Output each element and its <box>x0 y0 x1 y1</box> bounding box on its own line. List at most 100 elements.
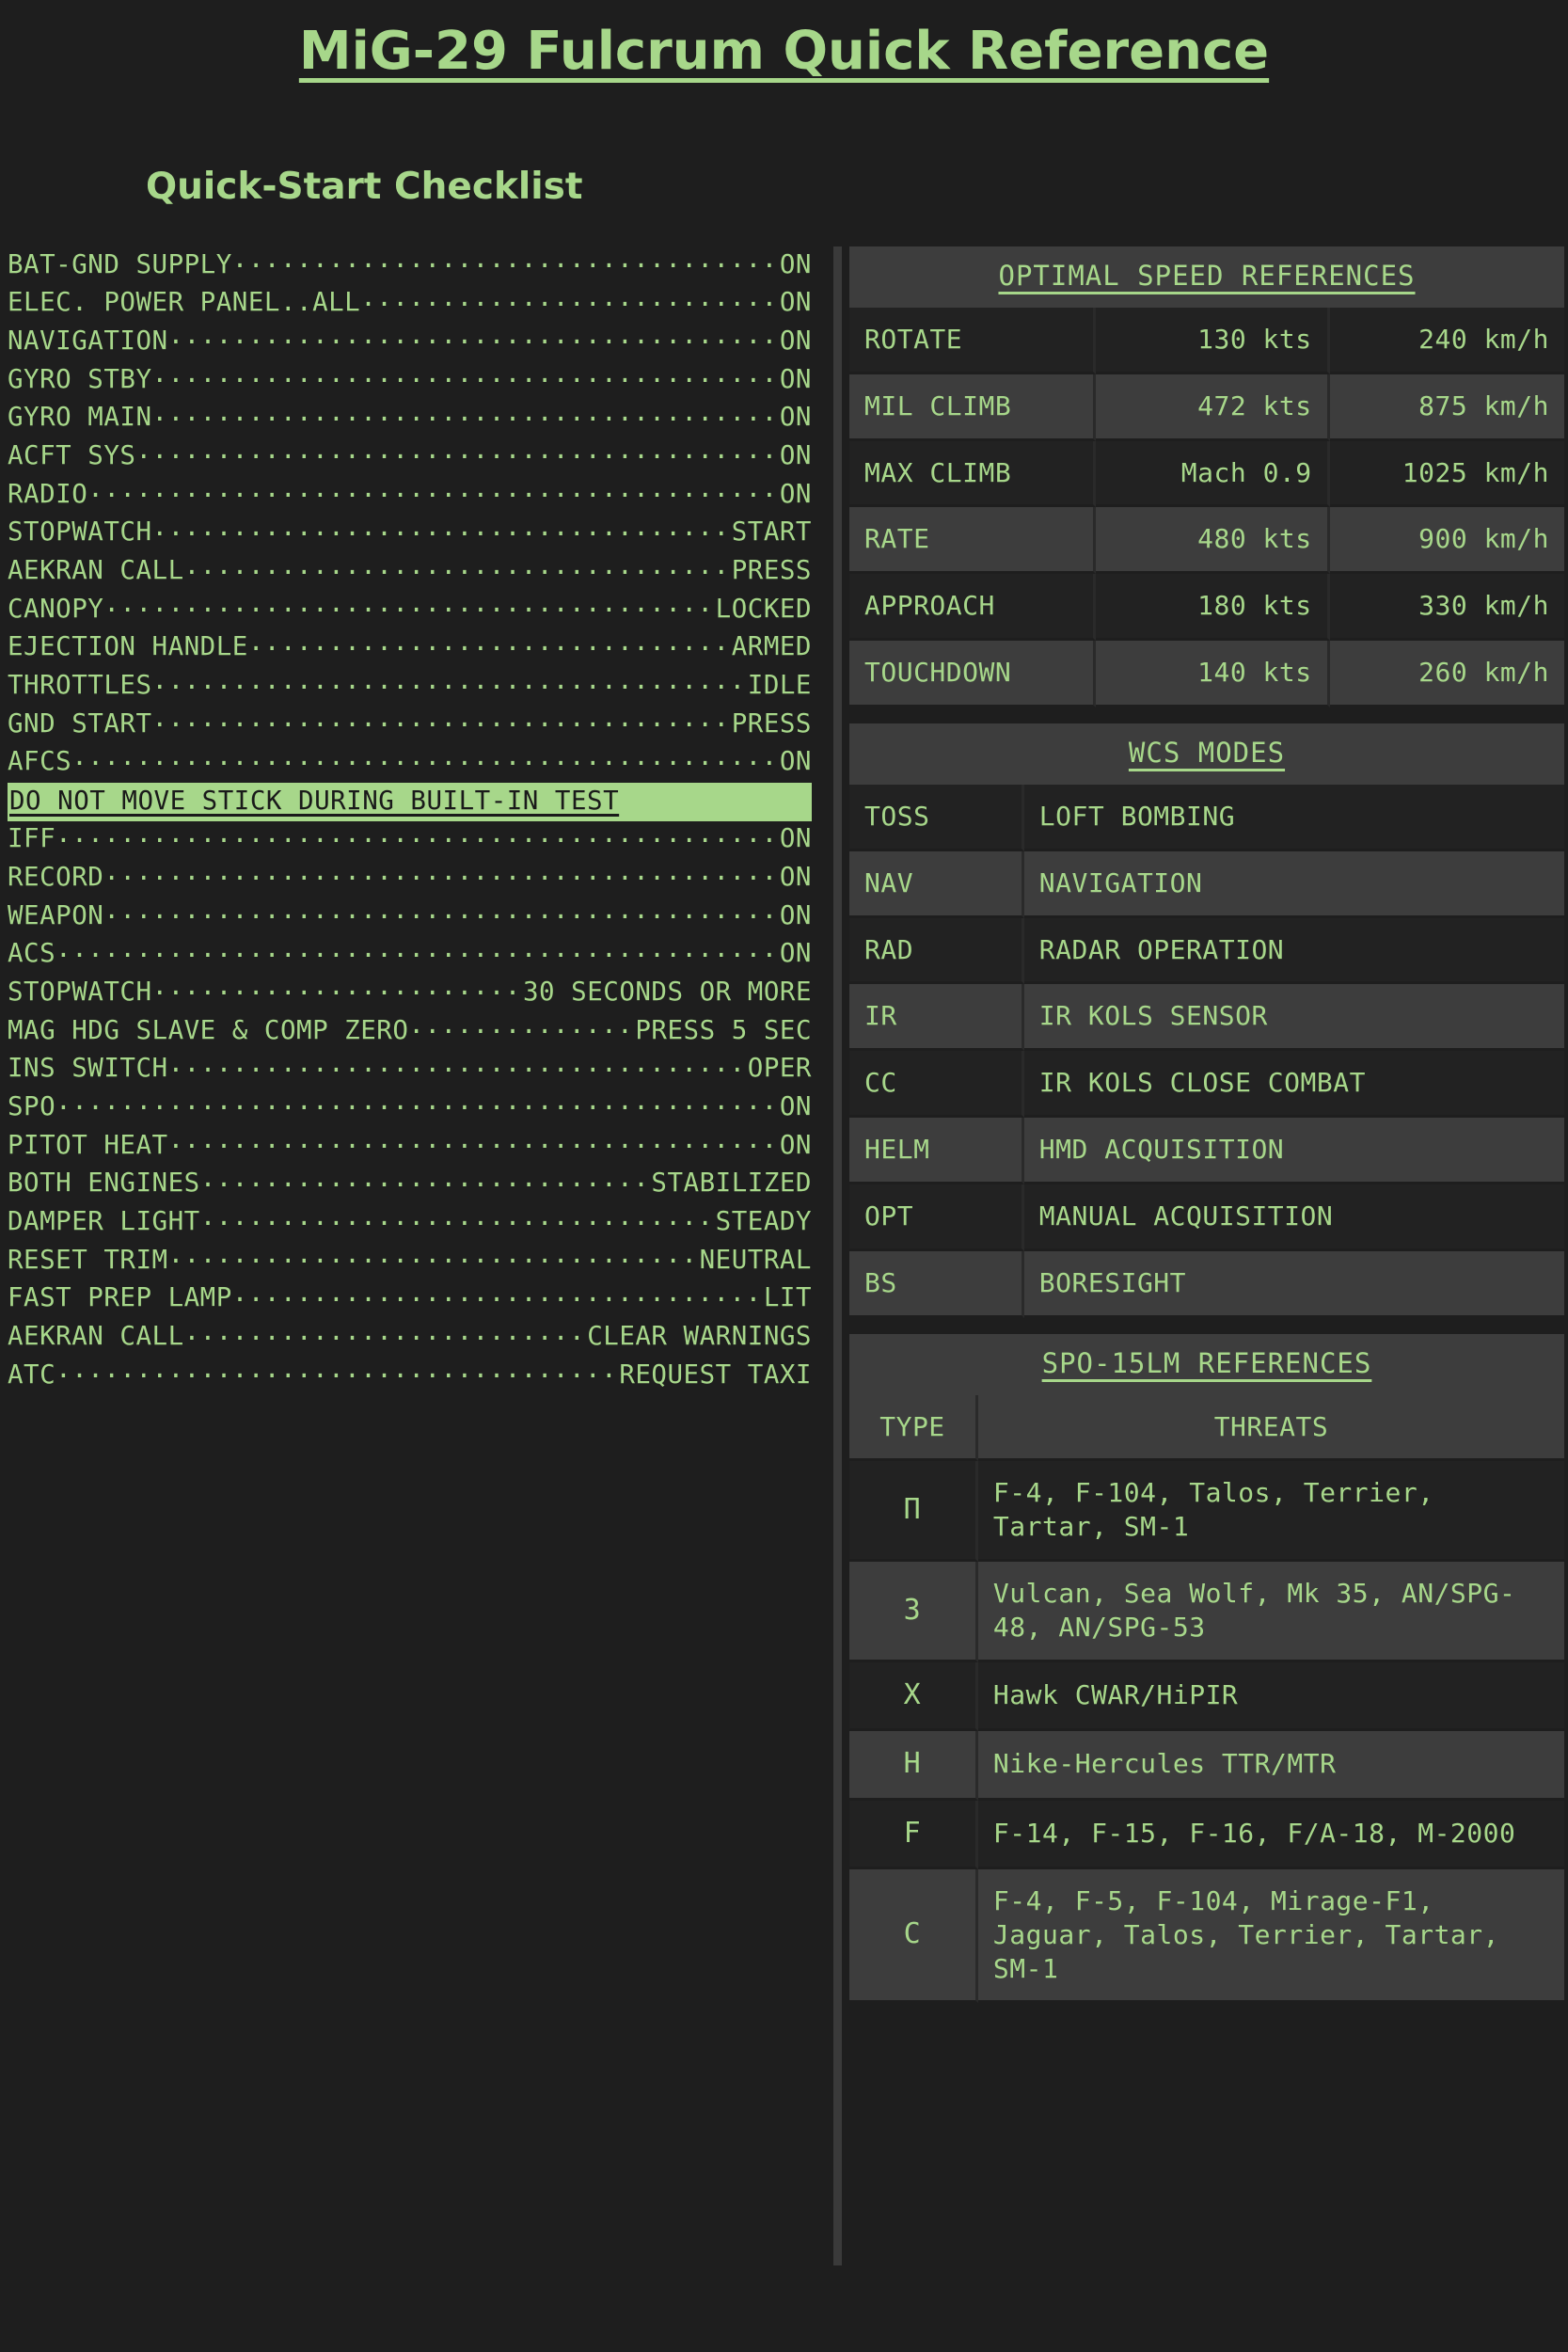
spo-threats-header: THREATS <box>977 1394 1564 1462</box>
speed-imperial-cell: 472 kts <box>1096 373 1330 441</box>
checklist-row: THROTTLES IDLE <box>8 668 812 707</box>
checklist-leader-dots <box>152 706 732 732</box>
checklist-item-value: IDLE <box>747 670 812 701</box>
checklist-leader-dots <box>232 246 780 273</box>
wcs-mode-cell: TOSS <box>849 784 1024 851</box>
checklist-item-value: LIT <box>763 1282 812 1313</box>
column-divider <box>833 246 842 2265</box>
checklist-row: PITOT HEAT ON <box>8 1127 812 1166</box>
checklist-leader-dots <box>200 1204 716 1231</box>
checklist-item-value: REQUEST TAXI <box>619 1359 812 1390</box>
wcs-description-cell: BORESIGHT <box>1023 1250 1564 1318</box>
checklist-leader-dots <box>168 1127 780 1153</box>
spo-reference-panel: SPO-15LM REFERENCES TYPE THREATS П F-4, F-1… <box>849 1333 1564 2004</box>
checklist-row: DAMPER LIGHT STEADY <box>8 1204 812 1243</box>
checklist-item-label: BOTH ENGINES <box>8 1168 200 1199</box>
spo-threats-cell: Nike-Hercules TTR/MTR <box>977 1731 1564 1801</box>
speed-reference-panel: OPTIMAL SPEED REFERENCES ROTATE 130 kts 24… <box>849 246 1564 707</box>
spo-type-cell: X <box>849 1661 978 1732</box>
spo-type-cell: H <box>849 1731 978 1801</box>
speed-phase-cell: RATE <box>849 507 1097 575</box>
checklist-item-label: IFF <box>8 823 56 854</box>
checklist-row: STOPWATCH 30 SECONDS OR MORE <box>8 974 812 1012</box>
reference-panels-column: OPTIMAL SPEED REFERENCES ROTATE 130 kts 24… <box>849 246 1564 2019</box>
checklist-item-label: DO NOT MOVE STICK DURING BUILT-IN TEST <box>9 786 620 817</box>
checklist-row: NAVIGATION ON <box>8 323 812 361</box>
table-row: APPROACH 180 kts 330 km/h <box>849 574 1564 642</box>
checklist-item-value: ARMED <box>731 631 812 662</box>
checklist-item-label: ACFT SYS <box>8 439 136 470</box>
checklist-leader-dots <box>55 821 780 848</box>
checklist-item-value: 30 SECONDS OR MORE <box>522 976 812 1007</box>
spo-threats-cell: F-14, F-15, F-16, F/A-18, M-2000 <box>977 1800 1564 1869</box>
checklist-leader-dots <box>152 400 780 426</box>
checklist-item-value: ON <box>779 1090 812 1121</box>
checklist-row: SPO ON <box>8 1089 812 1127</box>
checklist-row: RECORD ON <box>8 859 812 898</box>
speed-phase-cell: ROTATE <box>849 308 1097 374</box>
spo-type-cell: C <box>849 1868 978 2004</box>
table-row: CC IR KOLS CLOSE COMBAT <box>849 1051 1564 1119</box>
wcs-modes-title: WCS MODES <box>1128 736 1286 769</box>
checklist-item-value: PRESS 5 SEC <box>635 1014 812 1045</box>
checklist-row: GYRO STBY ON <box>8 361 812 400</box>
table-row: ROTATE 130 kts 240 km/h <box>849 308 1564 374</box>
table-row: BS BORESIGHT <box>849 1250 1564 1318</box>
checklist-item-value: ON <box>779 861 812 892</box>
checklist-item-label: MAG HDG SLAVE & COMP ZERO <box>8 1014 409 1045</box>
checklist-item-label: STOPWATCH <box>8 516 152 548</box>
checklist-item-value: NEUTRAL <box>699 1244 812 1275</box>
table-row: RAD RADAR OPERATION <box>849 917 1564 985</box>
checklist-leader-dots <box>152 668 748 694</box>
speed-phase-cell: MAX CLIMB <box>849 440 1097 508</box>
checklist-leader-dots <box>184 553 732 580</box>
table-row: H Nike-Hercules TTR/MTR <box>849 1731 1564 1801</box>
checklist-item-value: OPER <box>747 1053 812 1084</box>
checklist-row: ACFT SYS ON <box>8 437 812 476</box>
wcs-mode-cell: RAD <box>849 917 1024 985</box>
checklist-row: IFF ON <box>8 821 812 860</box>
speed-imperial-cell: 130 kts <box>1096 308 1330 374</box>
speed-imperial-cell: 180 kts <box>1096 574 1330 642</box>
checklist-item-label: ELEC. POWER PANEL..ALL <box>8 287 361 318</box>
checklist-leader-dots <box>152 361 780 388</box>
checklist-item-value: START <box>731 516 812 548</box>
wcs-modes-table: TOSS LOFT BOMBING NAV NAVIGATION RAD RADAR OP… <box>849 784 1564 1318</box>
spo-reference-title: SPO-15LM REFERENCES <box>1041 1346 1372 1379</box>
table-row: TOUCHDOWN 140 kts 260 km/h <box>849 641 1564 707</box>
speed-phase-cell: TOUCHDOWN <box>849 641 1097 707</box>
checklist-item-value: ON <box>779 478 812 509</box>
checklist-row: MAG HDG SLAVE & COMP ZERO PRESS 5 SEC <box>8 1012 812 1051</box>
wcs-description-cell: HMD ACQUISITION <box>1023 1118 1564 1184</box>
speed-metric-cell: 260 km/h <box>1329 641 1564 707</box>
wcs-mode-cell: NAV <box>849 850 1024 918</box>
checklist-item-value: STABILIZED <box>651 1168 812 1199</box>
checklist-row: INS SWITCH OPER <box>8 1051 812 1089</box>
wcs-mode-cell: OPT <box>849 1184 1024 1251</box>
checklist-item-label: GYRO STBY <box>8 363 152 394</box>
checklist-item-label: WEAPON <box>8 899 104 930</box>
checklist-leader-dots <box>55 936 780 962</box>
checklist-item-value: PRESS <box>731 555 812 585</box>
checklist-row: RESET TRIM NEUTRAL <box>8 1242 812 1280</box>
wcs-description-cell: IR KOLS SENSOR <box>1023 984 1564 1052</box>
wcs-modes-header: WCS MODES <box>849 723 1564 785</box>
checklist-column: BAT-GND SUPPLY ON ELEC. POWER PANEL..ALL ON… <box>8 246 812 1395</box>
checklist-leader-dots <box>168 1242 700 1268</box>
speed-reference-title: OPTIMAL SPEED REFERENCES <box>998 260 1416 292</box>
checklist-row: ELEC. POWER PANEL..ALL ON <box>8 285 812 324</box>
spo-threats-cell: Vulcan, Sea Wolf, Mk 35, AN/SPG-48, AN/S… <box>977 1562 1564 1662</box>
table-row: П F-4, F-104, Talos, Terrier, Tartar, SM-… <box>849 1461 1564 1563</box>
checklist-row: GYRO MAIN ON <box>8 400 812 438</box>
wcs-description-cell: LOFT BOMBING <box>1023 784 1564 851</box>
table-row: X Hawk CWAR/HiPIR <box>849 1661 1564 1732</box>
speed-phase-cell: MIL CLIMB <box>849 373 1097 441</box>
speed-imperial-cell: 480 kts <box>1096 507 1330 575</box>
table-row: HELM HMD ACQUISITION <box>849 1118 1564 1184</box>
checklist-row: AFCS ON <box>8 744 812 783</box>
checklist-item-value: ON <box>779 439 812 470</box>
checklist-leader-dots <box>103 898 780 924</box>
checklist-item-value: ON <box>779 363 812 394</box>
checklist-leader-dots <box>408 1012 635 1039</box>
speed-metric-cell: 330 km/h <box>1329 574 1564 642</box>
